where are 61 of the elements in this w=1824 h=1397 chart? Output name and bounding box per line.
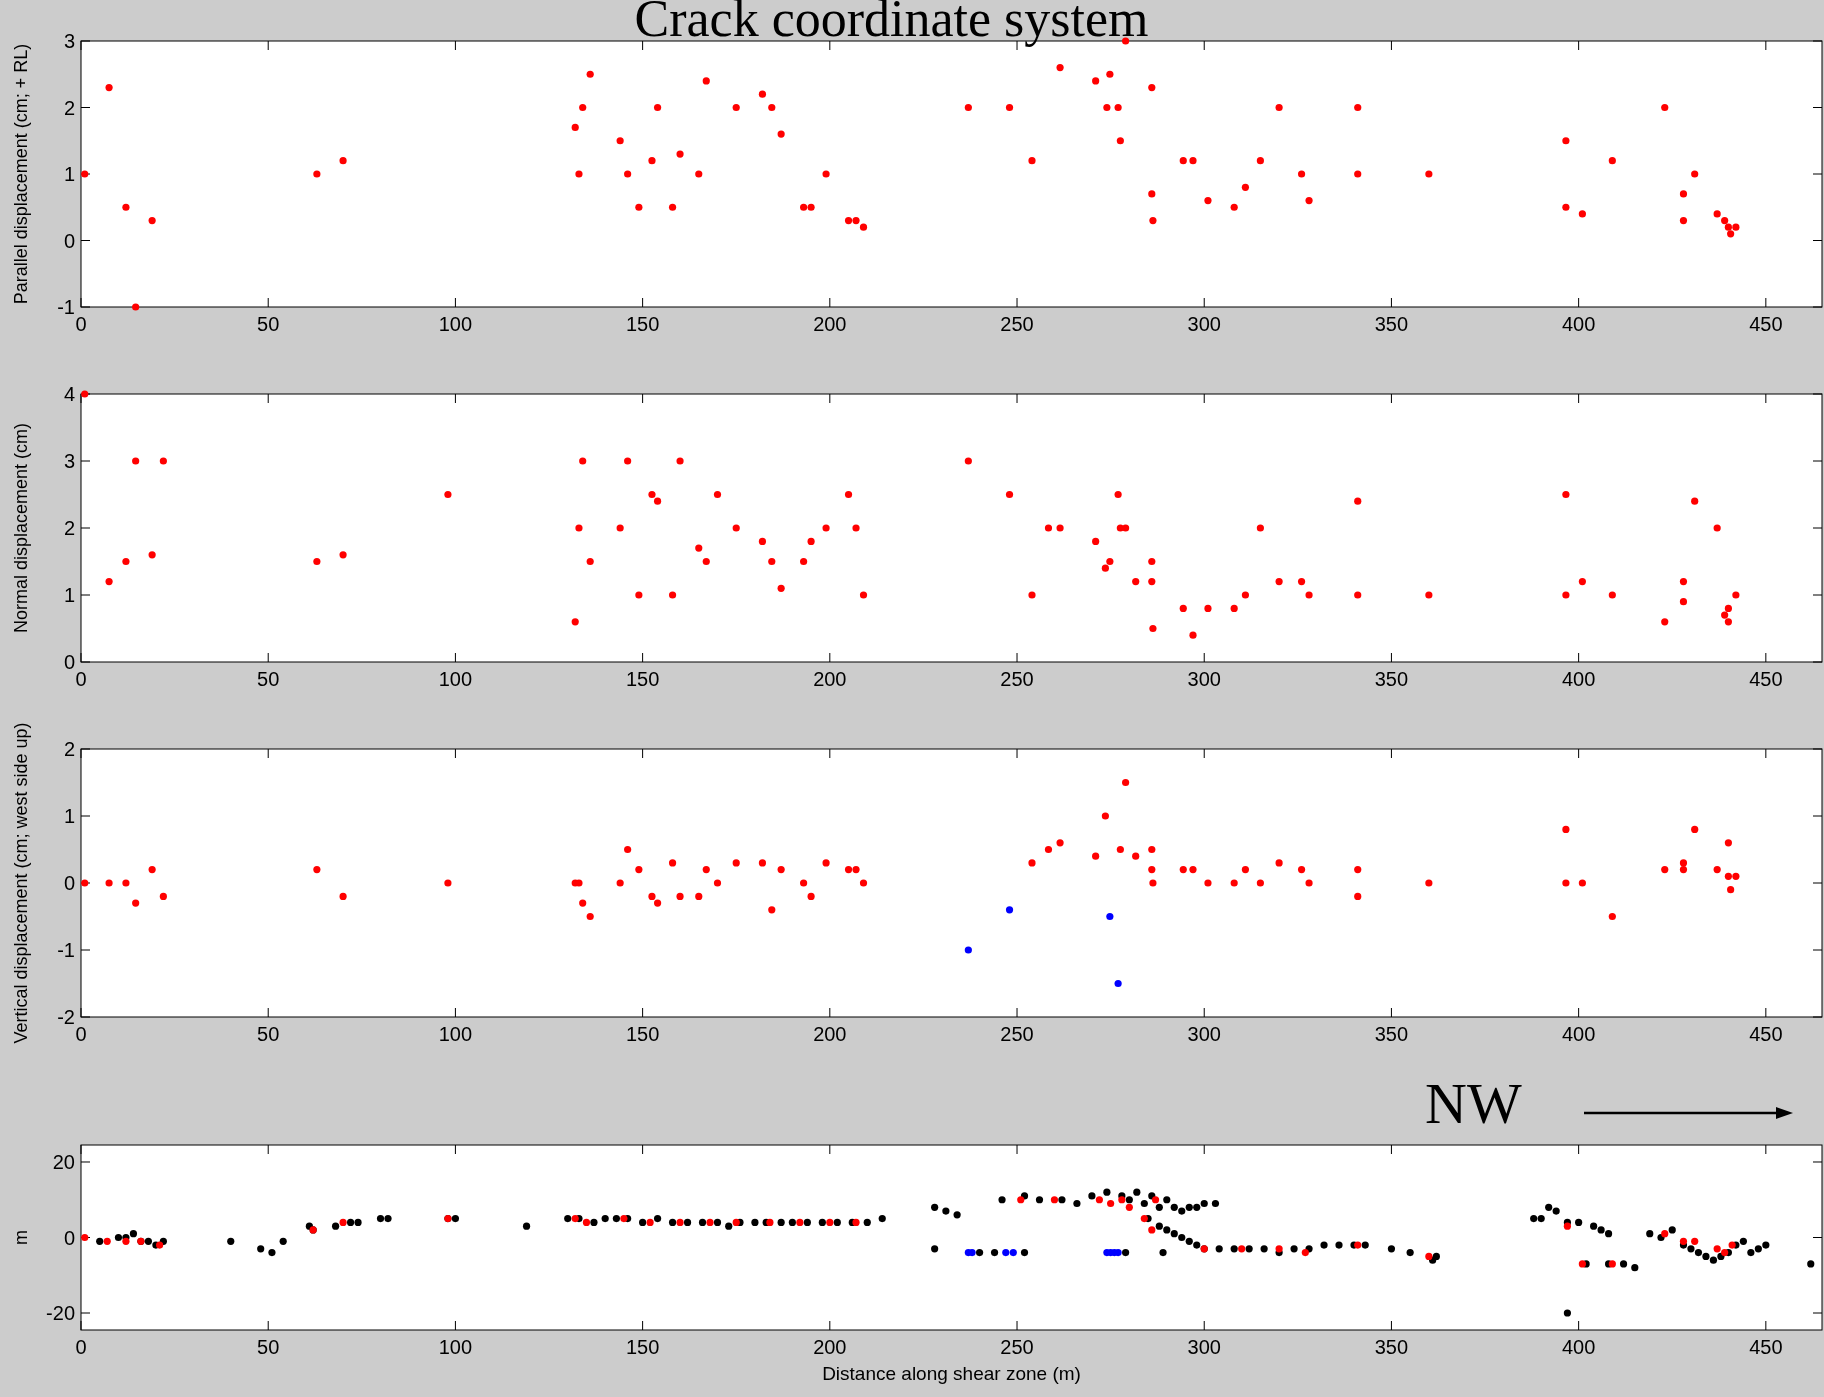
x-tick-label: 200 [813,313,847,335]
y-tick-label: 3 [63,450,75,472]
y-tick-label: 20 [52,1150,75,1173]
y-tick-label: 1 [63,163,75,185]
x-tick-label: 100 [438,1336,473,1358]
y-tick-label: 3 [63,30,75,52]
x-tick-label: 300 [1187,668,1221,690]
x-tick-label: 50 [257,1023,280,1045]
y-tick-label: 2 [63,517,75,539]
x-tick-label: 50 [257,668,280,690]
x-tick-label: 450 [1749,313,1783,335]
y-tick-label: 1 [63,584,75,606]
x-tick-label: 100 [438,313,473,335]
x-tick-label: 200 [813,1336,847,1358]
x-tick-label: 150 [625,1023,660,1045]
y-tick-label: -2 [57,1006,75,1028]
y-axis-title: Normal displacement (cm) [11,422,31,634]
y-tick-label: 1 [63,805,75,827]
y-tick-label: 0 [63,872,75,894]
x-tick-label: 300 [1187,1023,1221,1045]
x-tick-label: 300 [1187,1336,1221,1358]
x-tick-label: 250 [1000,1023,1034,1045]
y-tick-label: 0 [63,229,75,252]
x-tick-label: 400 [1561,313,1596,335]
x-tick-label: 100 [438,668,473,690]
y-tick-label: 4 [63,383,75,405]
x-tick-label: 250 [1000,313,1034,335]
x-tick-label: 400 [1561,1023,1596,1045]
x-tick-label: 350 [1374,1336,1409,1358]
text: NW [1425,1071,1522,1136]
x-tick-label: 450 [1749,1023,1783,1045]
x-tick-label: 200 [813,1023,847,1045]
y-tick-label: -20 [46,1302,75,1325]
y-tick-label: -1 [57,296,75,318]
y-axis-title: Vertical displacement (cm; west side up) [11,722,31,1044]
x-tick-label: 150 [625,668,660,690]
y-tick-label: -1 [57,939,75,961]
x-axis-title: Distance along shear zone (m) [822,1363,1081,1384]
x-tick-label: 400 [1561,1336,1596,1358]
x-tick-label: 350 [1374,668,1409,690]
x-tick-label: 100 [438,1023,473,1045]
chart-title: Crack coordinate system [634,0,1149,47]
y-axis-title: Parallel displacement (cm; + RL) [11,43,31,305]
x-tick-label: 150 [625,1336,660,1358]
x-tick-label: 300 [1187,313,1221,335]
x-tick-label: 450 [1749,668,1783,690]
x-tick-label: 250 [1000,668,1034,690]
x-tick-label: 400 [1561,668,1596,690]
y-tick-label: 0 [63,651,75,673]
x-tick-label: 450 [1749,1336,1783,1358]
y-tick-label: 2 [63,96,75,119]
y-tick-label: 2 [63,738,75,760]
x-tick-label: 50 [257,1336,280,1358]
x-tick-label: 250 [1000,1336,1034,1358]
x-tick-label: 350 [1374,313,1409,335]
x-tick-label: 200 [813,668,847,690]
x-tick-label: 350 [1374,1023,1409,1045]
y-tick-label: 0 [63,1226,75,1249]
x-tick-label: 50 [257,313,280,335]
x-tick-label: 150 [625,313,660,335]
y-axis-title: m [11,1230,31,1245]
